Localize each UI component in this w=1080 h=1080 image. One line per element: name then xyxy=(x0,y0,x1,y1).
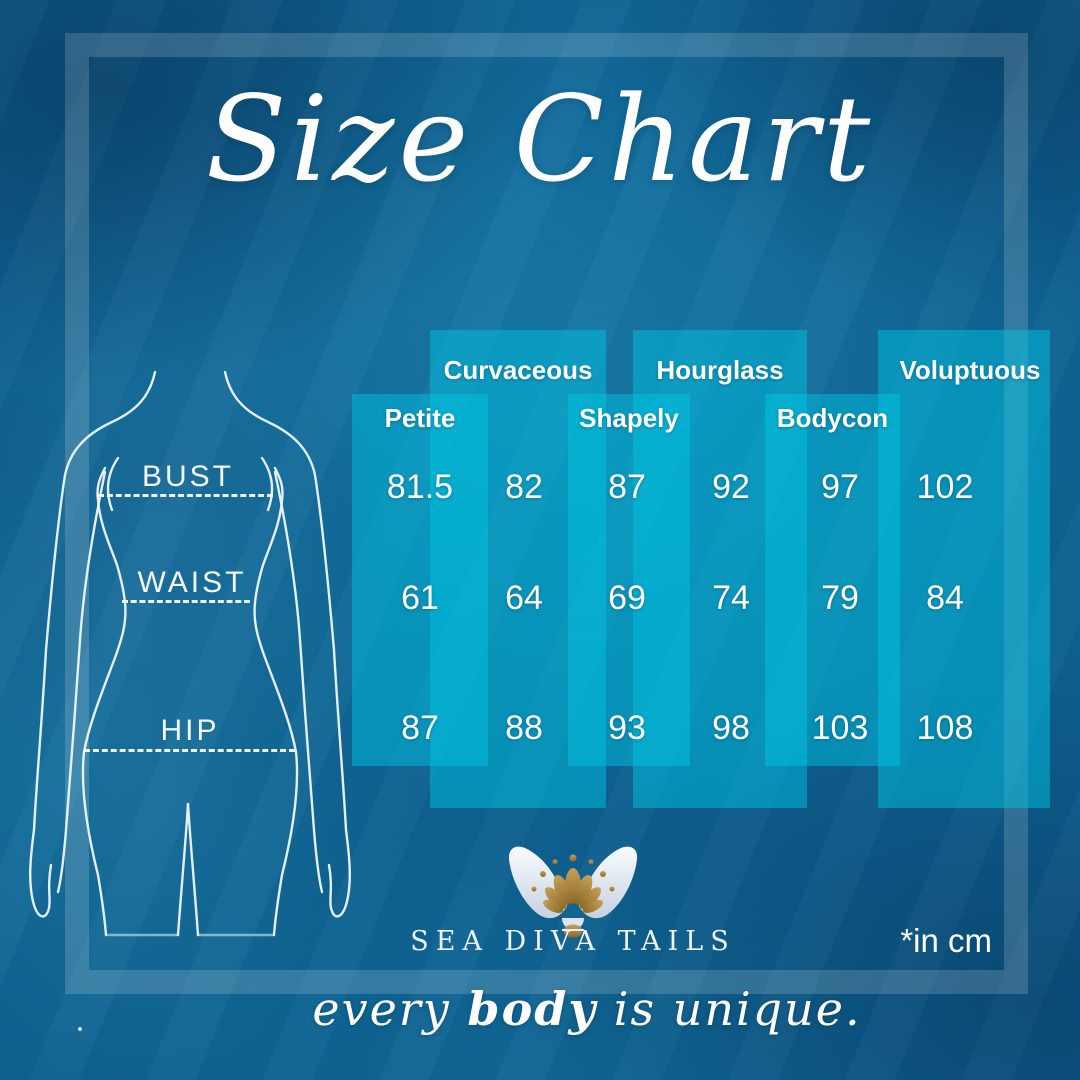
bust-value-curvaceous: 82 xyxy=(505,468,543,506)
hip-value-hourglass: 98 xyxy=(712,709,750,747)
bust-value-bodycon: 97 xyxy=(821,468,859,506)
tagline: every body is unique. xyxy=(47,980,1080,1038)
hip-value-petite: 87 xyxy=(401,709,439,747)
body-silhouette xyxy=(29,370,351,937)
waist-value-petite: 61 xyxy=(401,579,439,617)
mermaid-tail-logo-icon xyxy=(508,846,638,938)
size-column-bodycon xyxy=(765,394,900,766)
size-column-hourglass xyxy=(633,330,807,808)
waist-value-bodycon: 79 xyxy=(821,579,859,617)
bust-value-shapely: 87 xyxy=(608,468,646,506)
tagline-part3: is unique. xyxy=(597,982,862,1036)
column-header-petite: Petite xyxy=(384,403,456,433)
waist-label: WAIST xyxy=(137,566,247,599)
size-column-curvaceous xyxy=(430,330,606,808)
page-title: Size Chart xyxy=(205,70,875,208)
waist-value-shapely: 69 xyxy=(608,579,646,617)
hip-value-voluptuous: 108 xyxy=(916,709,974,747)
bust-value-voluptuous: 102 xyxy=(916,468,974,506)
hip-value-curvaceous: 88 xyxy=(505,709,543,747)
dot-mark xyxy=(78,1027,82,1031)
bust-dashed-line xyxy=(98,494,273,497)
waist-value-voluptuous: 84 xyxy=(926,579,964,617)
size-column-shapely xyxy=(568,394,690,766)
hip-value-shapely: 93 xyxy=(608,709,646,747)
column-header-curvaceous: Curvaceous xyxy=(443,355,593,385)
column-header-voluptuous: Voluptuous xyxy=(899,355,1041,385)
hip-label: HIP xyxy=(160,714,220,747)
hip-dashed-line xyxy=(84,749,295,752)
decorative-frame xyxy=(65,33,1028,994)
brand-name: SEA DIVA TAILS xyxy=(410,926,736,957)
bust-value-hourglass: 92 xyxy=(712,468,750,506)
size-column-petite xyxy=(352,394,488,766)
bust-value-petite: 81.5 xyxy=(386,468,454,506)
column-header-shapely: Shapely xyxy=(579,403,679,433)
tagline-part1: every xyxy=(312,982,468,1036)
hip-value-bodycon: 103 xyxy=(811,709,869,747)
waist-value-hourglass: 74 xyxy=(712,579,750,617)
size-column-voluptuous xyxy=(878,330,1050,808)
column-header-bodycon: Bodycon xyxy=(776,403,889,433)
unit-note: *in cm xyxy=(900,922,992,959)
tagline-part2: body xyxy=(467,982,598,1036)
waist-dashed-line xyxy=(122,600,250,603)
waist-value-curvaceous: 64 xyxy=(505,579,543,617)
column-header-hourglass: Hourglass xyxy=(656,355,784,385)
bust-label: BUST xyxy=(141,460,234,493)
